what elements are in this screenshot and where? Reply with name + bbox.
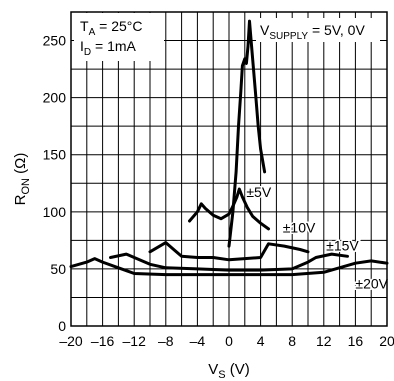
condition-current-rest: = 1mA xyxy=(91,38,136,54)
x-tick-label: 12 xyxy=(316,333,332,349)
x-tick-label: 0 xyxy=(225,333,233,349)
supply-label: VSUPPLY = 5V, 0V xyxy=(260,22,365,42)
series-labels: ±5V ±10V ±15V ±20V xyxy=(245,182,390,292)
condition-current-sub: D xyxy=(84,47,91,58)
supply-box-bg xyxy=(256,18,380,42)
series-line-2 xyxy=(148,241,310,262)
series-line-4 xyxy=(69,257,389,277)
x-tick-label: –16 xyxy=(91,333,115,349)
x-tick-label: 20 xyxy=(379,333,394,349)
conditions-box: TA = 25°C ID = 1mA xyxy=(74,13,164,61)
supply-label-sub: SUPPLY xyxy=(269,31,308,42)
y-axis-title-sub: ON xyxy=(20,178,32,195)
series-label-2: ±15V xyxy=(326,238,359,254)
x-tick-label: –20 xyxy=(59,333,83,349)
condition-current: ID = 1mA xyxy=(80,38,137,58)
series-line-1 xyxy=(188,187,270,231)
x-axis-title-base: V xyxy=(208,361,218,378)
x-tick-label: 16 xyxy=(348,333,364,349)
y-tick-label: 100 xyxy=(43,204,67,220)
y-tick-label: 150 xyxy=(43,147,67,163)
y-axis-title-unit: (Ω) xyxy=(12,153,29,178)
y-tick-label: 50 xyxy=(50,261,66,277)
series-label-1: ±10V xyxy=(283,219,316,235)
plot-frame xyxy=(70,11,388,327)
condition-temperature-base: T xyxy=(80,18,89,34)
x-tick-label: –4 xyxy=(190,333,206,349)
series-group xyxy=(69,19,389,277)
x-axis-title: VS (V) xyxy=(208,361,250,381)
series-line-3 xyxy=(109,252,349,272)
supply-label-base: V xyxy=(260,22,270,38)
x-tick-label: 8 xyxy=(288,333,296,349)
condition-current-base: I xyxy=(80,38,84,54)
y-tick-label: 250 xyxy=(43,33,67,49)
conditions-box-bg xyxy=(74,13,164,61)
supply-label-rest: = 5V, 0V xyxy=(308,22,365,38)
y-tick-label: 0 xyxy=(58,318,66,334)
x-axis-title-unit: (V) xyxy=(226,361,250,378)
condition-temperature-rest: = 25°C xyxy=(95,18,142,34)
y-axis-title: RON (Ω) xyxy=(12,153,32,206)
x-tick-label: –8 xyxy=(158,333,174,349)
y-tick-label: 200 xyxy=(43,90,67,106)
x-tick-label: –12 xyxy=(123,333,147,349)
x-axis-title-sub: S xyxy=(218,369,225,381)
x-tick-label: 4 xyxy=(257,333,265,349)
series-label-0: ±5V xyxy=(246,184,271,200)
condition-temperature: TA = 25°C xyxy=(80,18,142,38)
condition-temperature-sub: A xyxy=(89,27,96,38)
series-label-3: ±20V xyxy=(355,275,388,291)
supply-box: VSUPPLY = 5V, 0V xyxy=(256,18,380,42)
series-line-0 xyxy=(227,19,267,248)
y-axis-title-base: R xyxy=(12,194,29,205)
